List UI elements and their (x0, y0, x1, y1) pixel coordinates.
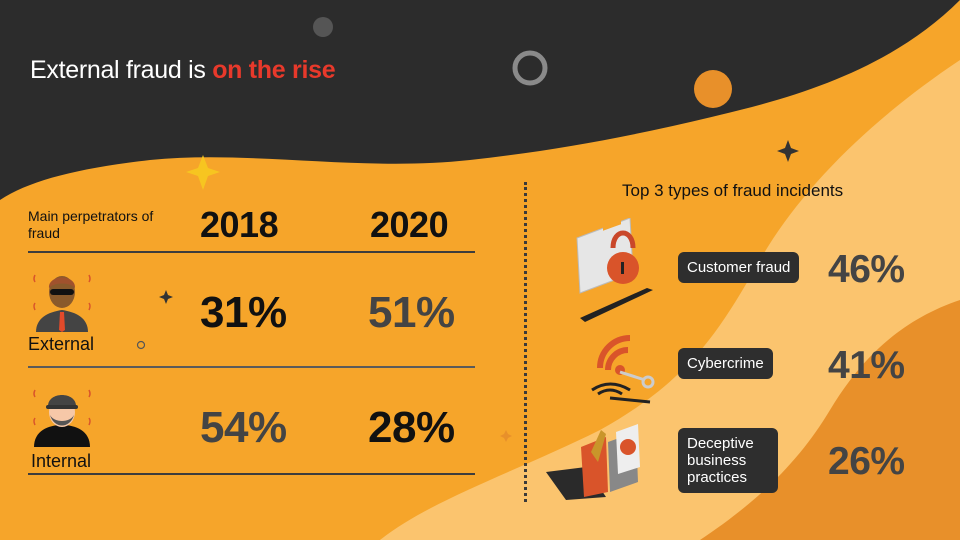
row-label-external: External (28, 334, 95, 354)
trojan-horse-box-icon (546, 424, 640, 500)
incident-value-cybercrime: 41% (828, 344, 905, 387)
perpetrators-header-label: Main perpetrators of fraud (28, 208, 154, 241)
dotted-separator (524, 182, 527, 502)
decor-ring (512, 50, 548, 86)
sparkle-icon (500, 430, 512, 442)
year-2018: 2018 (200, 204, 279, 245)
external-2020-value: 51% (368, 288, 455, 337)
internal-2020-value: 28% (368, 403, 455, 452)
incident-value-customer-fraud: 46% (828, 248, 905, 291)
incident-label-cybercrime: Cybercrime (678, 348, 773, 379)
incident-label-customer-fraud: Customer fraud (678, 252, 800, 283)
decor-circle (313, 17, 333, 37)
incidents-title: Top 3 types of fraud incidents (622, 181, 844, 200)
sparkle-icon (186, 155, 220, 190)
page-title: External fraud is on the rise (30, 56, 336, 85)
year-2020: 2020 (370, 204, 449, 245)
title-prefix: External fraud is (30, 56, 213, 84)
decor-dot (694, 70, 732, 108)
divider (28, 251, 475, 253)
external-2018-value: 31% (200, 288, 287, 337)
divider (28, 473, 475, 475)
sparkle-icon (159, 290, 173, 304)
title-highlight: on the rise (212, 56, 336, 84)
row-label-internal: Internal (31, 451, 92, 471)
external-person-icon (33, 274, 91, 332)
divider (28, 366, 475, 368)
internal-2018-value: 54% (200, 403, 287, 452)
sparkle-icon (777, 140, 799, 162)
incident-label-deceptive-business-practices: Deceptive business practices (678, 428, 778, 493)
credit-card-lock-icon (576, 218, 653, 322)
internal-person-icon (33, 389, 91, 447)
wifi-key-icon (591, 335, 655, 404)
incident-value-deceptive-business-practices: 26% (828, 440, 905, 483)
